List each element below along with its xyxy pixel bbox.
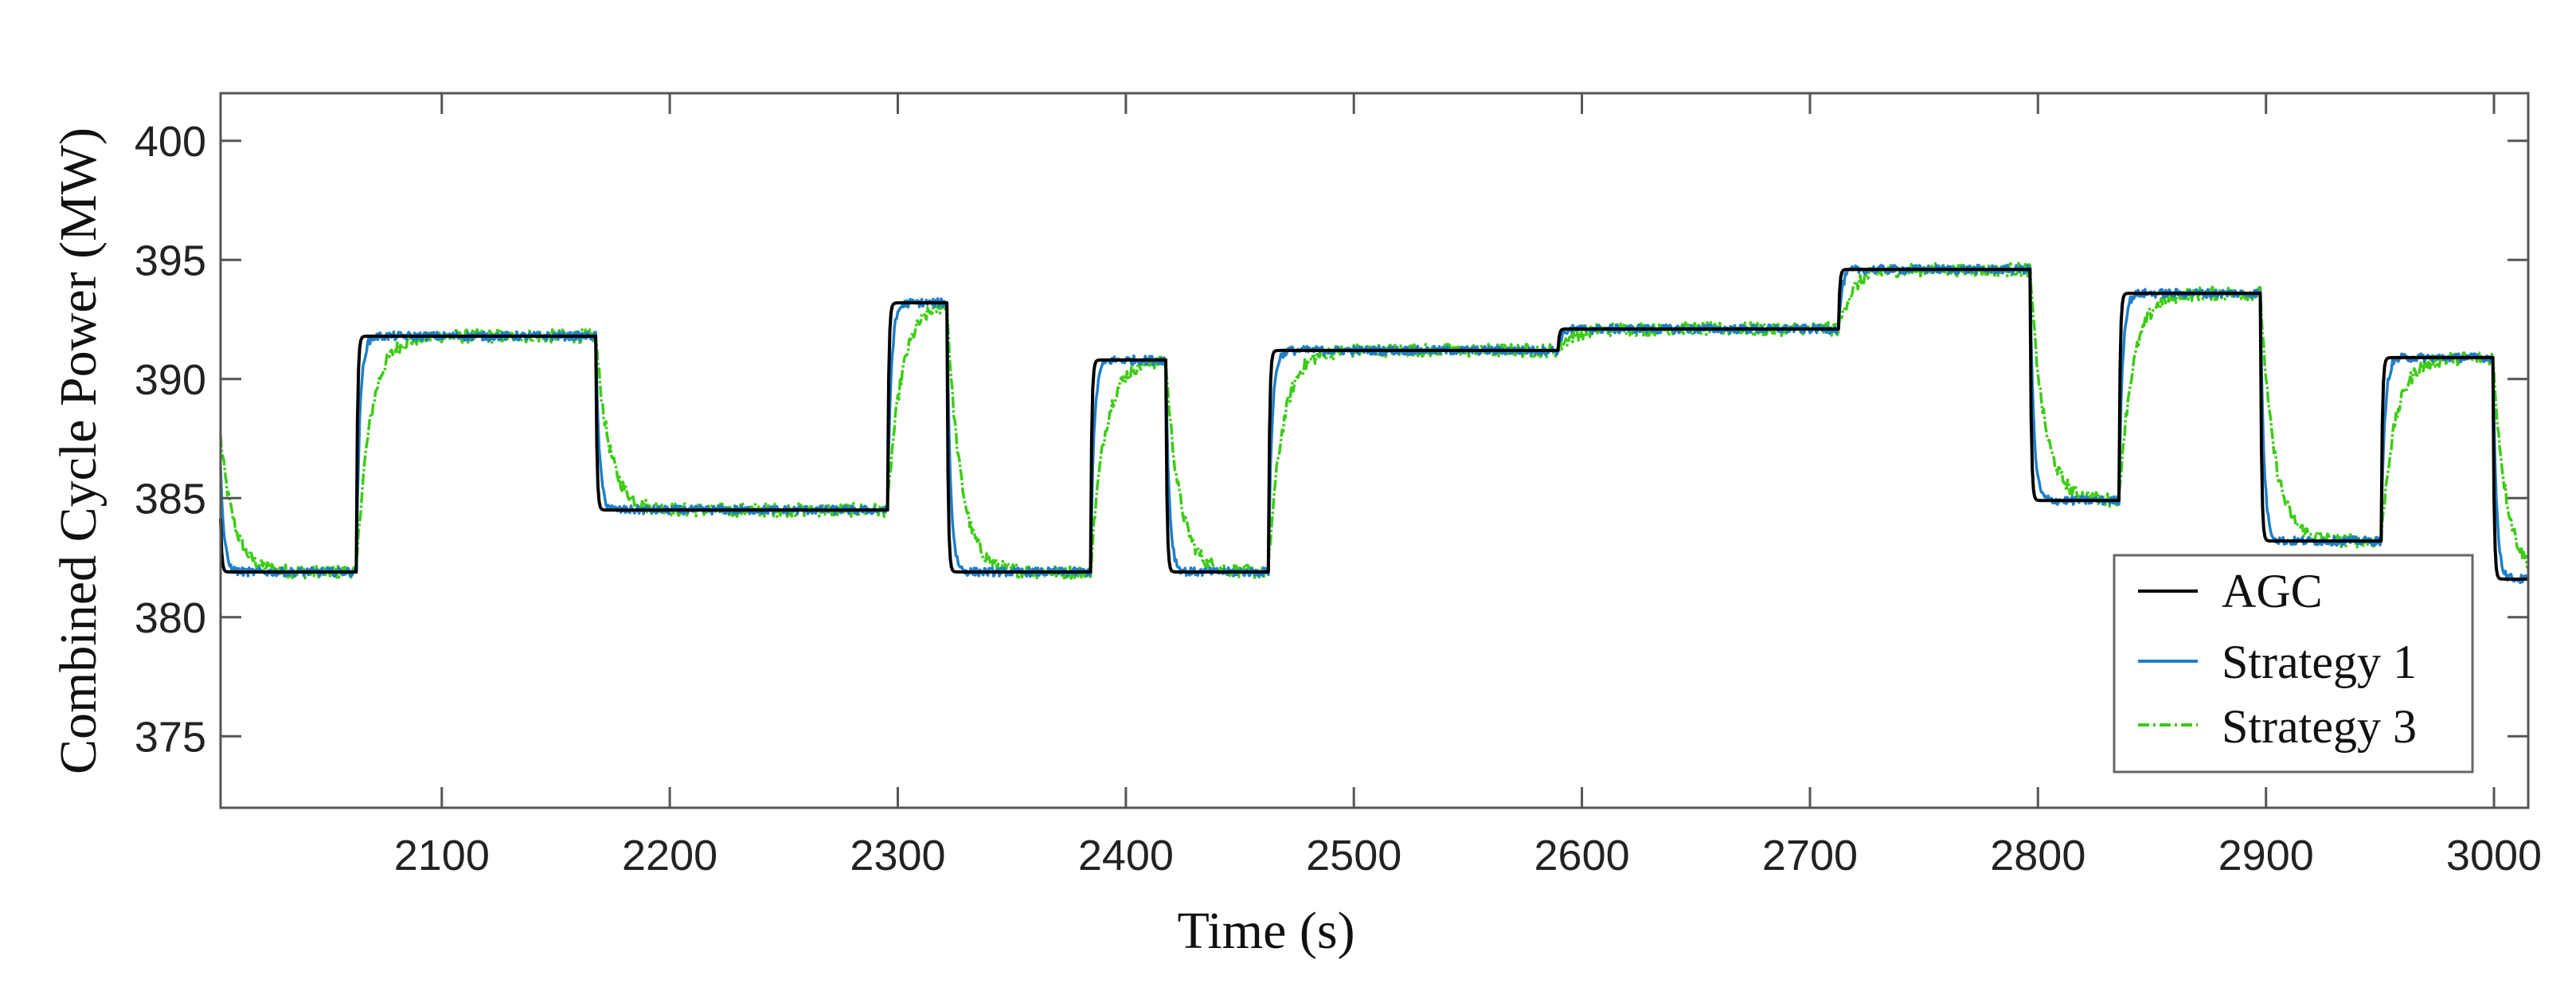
x-tick-label: 2500 (1306, 832, 1401, 879)
legend-label-strategy-3: Strategy 3 (2222, 700, 2417, 753)
series-layer (219, 261, 2529, 585)
y-tick-label: 385 (135, 475, 206, 523)
legend: AGC Strategy 1 Strategy 3 (2113, 554, 2474, 774)
x-tick-label: 2300 (850, 832, 945, 879)
legend-label-strategy-1: Strategy 1 (2222, 636, 2417, 688)
y-tick-label: 375 (135, 713, 206, 761)
x-tick-label: 2100 (394, 832, 490, 879)
x-tick-label: 2400 (1078, 832, 1174, 879)
x-tick-label: 2700 (1762, 832, 1858, 879)
x-tick-label: 2900 (2218, 832, 2314, 879)
series-line-strategy-3 (219, 261, 2529, 580)
series-line-agc (219, 268, 2529, 581)
y-tick-label: 390 (135, 356, 206, 404)
x-tick-label: 2800 (1990, 832, 2085, 879)
y-tick-label: 400 (135, 118, 206, 166)
y-axis-title: Combined Cycle Power (MW) (49, 127, 107, 774)
axis-ticks: 2100 2200 2300 2400 2500 2600 2700 2800 2900 3000… (135, 93, 2542, 879)
plot-frame (219, 92, 2530, 809)
y-tick-label: 380 (135, 594, 206, 642)
x-tick-label: 3000 (2446, 832, 2542, 879)
series-line-strategy-1 (219, 264, 2529, 585)
y-tick-label: 395 (135, 237, 206, 284)
x-tick-label: 2200 (622, 832, 717, 879)
x-axis-title: Time (s) (1177, 902, 1354, 960)
x-tick-label: 2600 (1534, 832, 1630, 879)
legend-label-agc: AGC (2222, 565, 2323, 617)
